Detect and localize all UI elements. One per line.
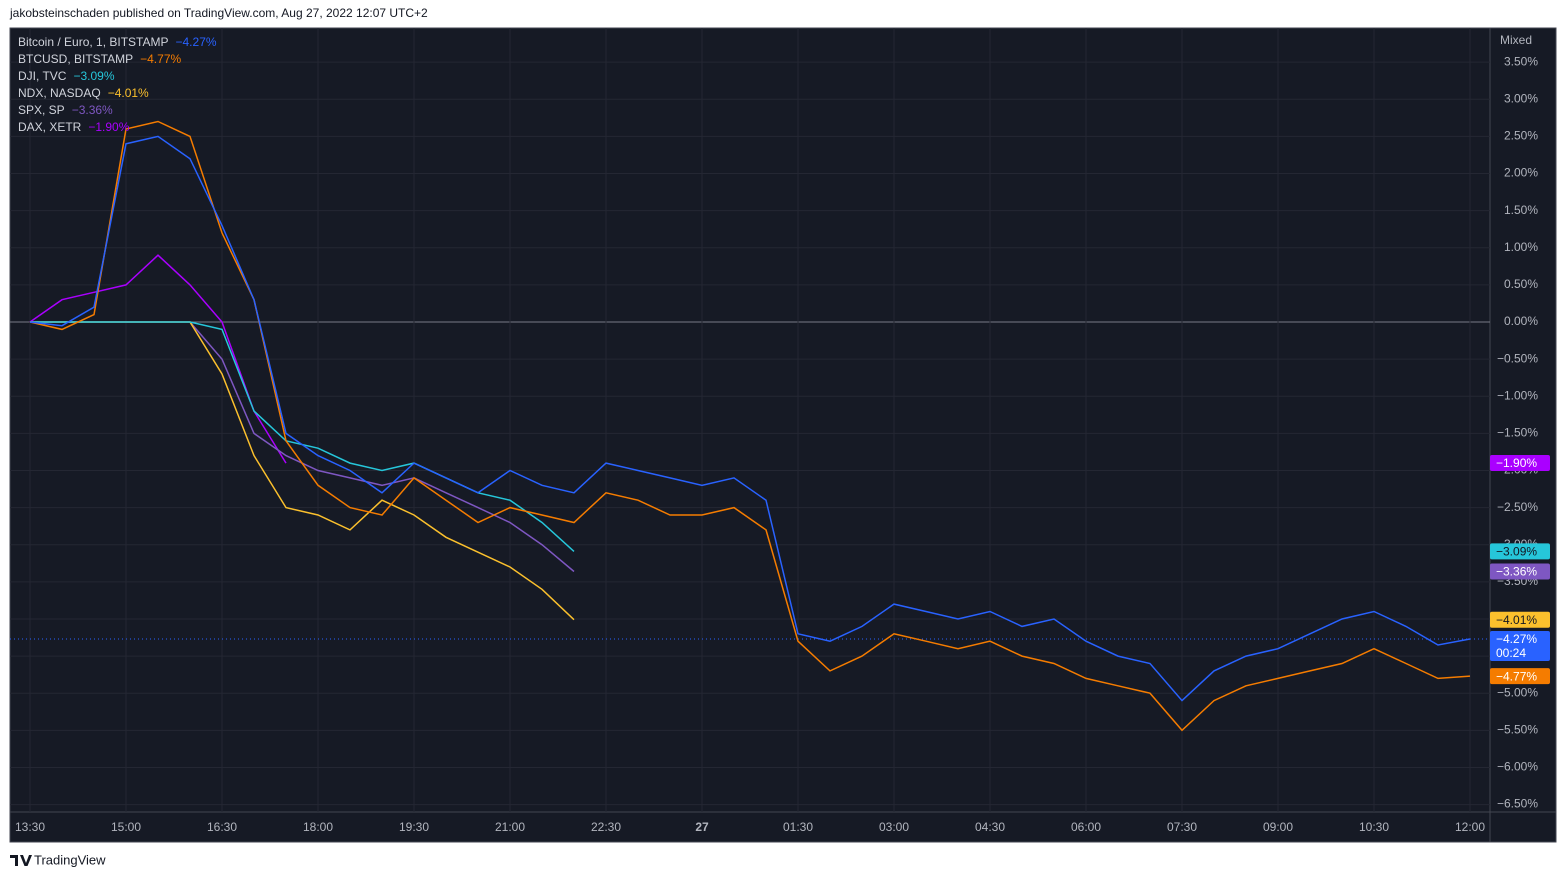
y-tick-label: −1.50% bbox=[1497, 426, 1538, 440]
footer-logo bbox=[10, 855, 32, 866]
x-tick-label: 18:00 bbox=[303, 820, 333, 834]
y-tick-label: −5.00% bbox=[1497, 685, 1538, 699]
x-tick-label: 22:30 bbox=[591, 820, 621, 834]
chart-frame bbox=[9, 27, 1557, 843]
y-tick-label: 3.00% bbox=[1504, 91, 1538, 105]
legend-name: DAX, XETR bbox=[18, 120, 82, 134]
footer: TradingView bbox=[34, 852, 106, 867]
legend-value: −4.77% bbox=[140, 52, 181, 66]
legend-name: NDX, NASDAQ bbox=[18, 86, 101, 100]
x-tick-label: 27 bbox=[695, 820, 709, 834]
legend-name: BTCUSD, BITSTAMP bbox=[18, 52, 133, 66]
y-tick-label: −5.50% bbox=[1497, 723, 1538, 737]
header: jakobsteinschaden published on TradingVi… bbox=[9, 6, 428, 20]
price-badge bbox=[1490, 455, 1550, 472]
x-tick-label: 13:30 bbox=[15, 820, 45, 834]
countdown: 00:24 bbox=[1496, 646, 1526, 660]
legend-name: Bitcoin / Euro, 1, BITSTAMP bbox=[18, 35, 169, 49]
price-badge bbox=[1490, 611, 1550, 628]
x-tick-label: 01:30 bbox=[783, 820, 813, 834]
y-tick-label: 1.00% bbox=[1504, 240, 1538, 254]
x-tick-label: 04:30 bbox=[975, 820, 1005, 834]
legend-label: DJI, TVC −3.09% bbox=[18, 69, 115, 83]
legend-value: −3.09% bbox=[73, 69, 114, 83]
legend-name: SPX, SP bbox=[18, 103, 65, 117]
x-tick-label: 12:00 bbox=[1455, 820, 1485, 834]
y-tick-label: −2.50% bbox=[1497, 500, 1538, 514]
price-badge-label: −4.27% bbox=[1496, 632, 1537, 646]
legend-value: −3.36% bbox=[72, 103, 113, 117]
legend-value: −1.90% bbox=[88, 120, 129, 134]
series-line bbox=[29, 120, 1471, 732]
legend-label: SPX, SP −3.36% bbox=[18, 103, 113, 117]
x-tick-label: 09:00 bbox=[1263, 820, 1293, 834]
price-badge bbox=[1490, 668, 1550, 685]
y-tick-label: 2.50% bbox=[1504, 129, 1538, 143]
y-tick-label: 3.50% bbox=[1504, 54, 1538, 68]
x-tick-label: 07:30 bbox=[1167, 820, 1197, 834]
y-tick-label: −6.00% bbox=[1497, 760, 1538, 774]
series-line bbox=[29, 254, 287, 464]
y-tick-label: 0.00% bbox=[1504, 314, 1538, 328]
x-tick-label: 21:00 bbox=[495, 820, 525, 834]
legend-label: BTCUSD, BITSTAMP −4.77% bbox=[18, 52, 181, 66]
scale-mode: Mixed bbox=[1500, 33, 1532, 47]
x-tick-label: 10:30 bbox=[1359, 820, 1389, 834]
x-tick-label: 06:00 bbox=[1071, 820, 1101, 834]
y-tick-label: 0.50% bbox=[1504, 277, 1538, 291]
y-tick-label: −1.00% bbox=[1497, 388, 1538, 402]
price-badge-label: −3.36% bbox=[1496, 565, 1537, 579]
y-tick-label: 1.50% bbox=[1504, 203, 1538, 217]
x-tick-label: 16:30 bbox=[207, 820, 237, 834]
price-badge-label: −3.09% bbox=[1496, 545, 1537, 559]
x-tick-label: 19:30 bbox=[399, 820, 429, 834]
series-line bbox=[29, 135, 1471, 702]
x-tick-label: 15:00 bbox=[111, 820, 141, 834]
legend-name: DJI, TVC bbox=[18, 69, 67, 83]
legend-label: DAX, XETR −1.90% bbox=[18, 120, 130, 134]
price-badge bbox=[1490, 563, 1550, 580]
y-tick-label: 2.00% bbox=[1504, 166, 1538, 180]
price-badge-label: −1.90% bbox=[1496, 456, 1537, 470]
price-badge bbox=[1490, 631, 1550, 662]
price-badge-label: −4.01% bbox=[1496, 613, 1537, 627]
price-badge bbox=[1490, 543, 1550, 560]
legend-value: −4.27% bbox=[176, 35, 217, 49]
legend-label: NDX, NASDAQ −4.01% bbox=[18, 86, 149, 100]
y-tick-label: −6.50% bbox=[1497, 797, 1538, 811]
y-tick-label: −0.50% bbox=[1497, 351, 1538, 365]
x-tick-label: 03:00 bbox=[879, 820, 909, 834]
legend-label: Bitcoin / Euro, 1, BITSTAMP −4.27% bbox=[18, 35, 217, 49]
legend-value: −4.01% bbox=[108, 86, 149, 100]
price-badge-label: −4.77% bbox=[1496, 669, 1537, 683]
